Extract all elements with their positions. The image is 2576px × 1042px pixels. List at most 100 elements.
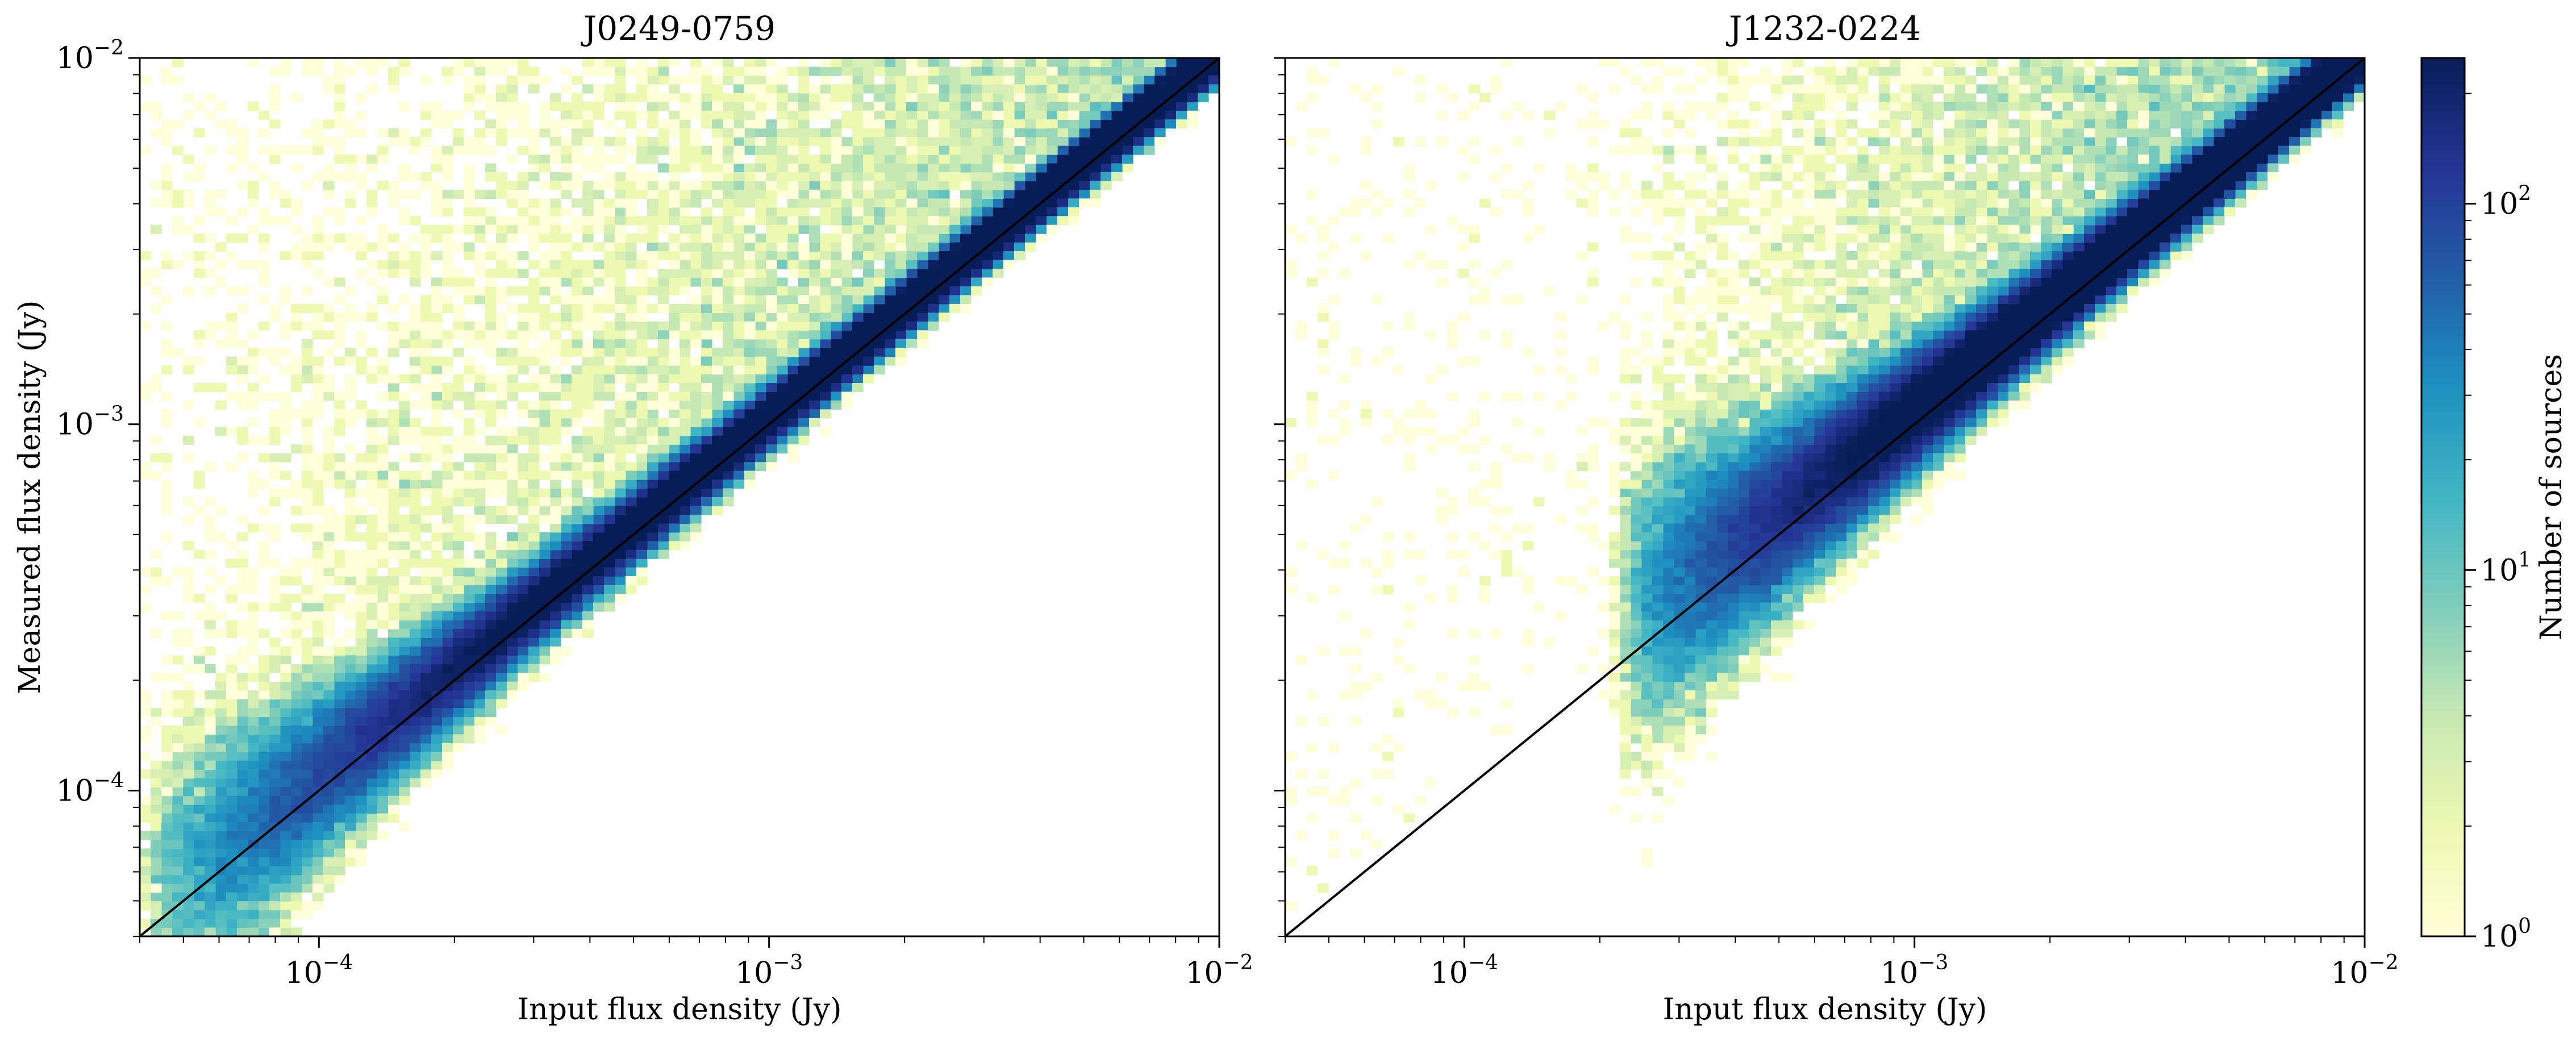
- histogram-cell: [1014, 119, 1026, 129]
- histogram-cell: [733, 453, 745, 462]
- histogram-cell: [874, 198, 885, 208]
- histogram-cell: [755, 391, 766, 401]
- histogram-cell: [291, 163, 302, 173]
- histogram-cell: [680, 251, 691, 261]
- histogram-cell: [690, 400, 702, 410]
- histogram-cell: [701, 488, 712, 498]
- histogram-cell: [1879, 488, 1890, 498]
- histogram-cell: [1954, 348, 1966, 357]
- histogram-cell: [809, 242, 820, 252]
- histogram-cell: [636, 549, 648, 559]
- histogram-cell: [377, 128, 389, 137]
- histogram-cell: [2311, 75, 2322, 85]
- histogram-cell: [798, 93, 810, 102]
- histogram-cell: [453, 532, 464, 541]
- histogram-cell: [1111, 163, 1123, 173]
- histogram-cell: [809, 93, 820, 102]
- histogram-cell: [723, 418, 734, 427]
- histogram-cell: [1014, 207, 1026, 216]
- histogram-cell: [1663, 514, 1674, 524]
- histogram-cell: [680, 224, 691, 234]
- histogram-cell: [528, 400, 540, 410]
- histogram-cell: [1187, 102, 1198, 111]
- histogram-cell: [183, 172, 194, 182]
- histogram-cell: [1717, 558, 1728, 568]
- histogram-cell: [680, 198, 691, 208]
- histogram-cell: [723, 145, 734, 155]
- histogram-cell: [356, 567, 367, 577]
- histogram-cell: [550, 427, 561, 436]
- histogram-cell: [841, 391, 853, 401]
- histogram-cell: [226, 251, 237, 261]
- histogram-cell: [1771, 497, 1782, 507]
- histogram-cell: [410, 339, 421, 348]
- histogram-cell: [582, 453, 594, 462]
- histogram-cell: [215, 883, 227, 893]
- histogram-cell: [172, 822, 184, 832]
- histogram-cell: [280, 787, 291, 797]
- histogram-cell: [420, 251, 432, 261]
- histogram-cell: [323, 348, 335, 357]
- histogram-cell: [669, 277, 680, 287]
- histogram-cell: [669, 312, 680, 322]
- histogram-cell: [809, 216, 820, 226]
- histogram-cell: [507, 427, 518, 436]
- histogram-cell: [485, 532, 497, 541]
- histogram-cell: [550, 137, 561, 147]
- histogram-cell: [906, 172, 918, 182]
- histogram-cell: [399, 66, 410, 76]
- histogram-cell: [701, 286, 712, 296]
- histogram-cell: [183, 514, 194, 524]
- histogram-cell: [593, 488, 605, 498]
- histogram-cell: [733, 242, 745, 252]
- histogram-cell: [1771, 470, 1782, 480]
- histogram-cell: [766, 374, 777, 384]
- histogram-cell: [1144, 84, 1155, 94]
- histogram-cell: [334, 839, 345, 849]
- histogram-cell: [971, 207, 982, 216]
- histogram-cell: [1803, 435, 1815, 445]
- histogram-cell: [561, 409, 572, 419]
- histogram-cell: [474, 321, 486, 331]
- histogram-cell: [1749, 541, 1761, 551]
- histogram-cell: [928, 137, 939, 147]
- histogram-cell: [291, 224, 302, 234]
- histogram-cell: [366, 418, 378, 427]
- histogram-cell: [777, 339, 788, 348]
- histogram-cell: [226, 462, 237, 472]
- histogram-cell: [151, 848, 162, 858]
- histogram-cell: [1154, 84, 1166, 94]
- histogram-cell: [874, 155, 885, 164]
- histogram-cell: [690, 216, 702, 226]
- histogram-cell: [453, 690, 464, 700]
- histogram-cell: [636, 480, 648, 489]
- histogram-cell: [1933, 409, 1944, 419]
- histogram-cell: [194, 787, 205, 797]
- histogram-cell: [2235, 145, 2246, 155]
- histogram-cell: [701, 216, 712, 226]
- histogram-cell: [420, 620, 432, 630]
- histogram-cell: [971, 145, 982, 155]
- histogram-cell: [539, 365, 551, 375]
- histogram-cell: [323, 716, 335, 726]
- histogram-cell: [205, 690, 216, 700]
- histogram-cell: [658, 198, 669, 208]
- histogram-cell: [604, 365, 615, 375]
- histogram-cell: [507, 155, 518, 164]
- histogram-cell: [766, 128, 777, 137]
- histogram-cell: [151, 857, 162, 866]
- histogram-cell: [161, 295, 173, 305]
- histogram-cell: [1025, 198, 1036, 208]
- histogram-cell: [744, 234, 756, 243]
- histogram-cell: [507, 620, 518, 630]
- histogram-cell: [302, 356, 313, 366]
- histogram-cell: [820, 102, 831, 111]
- histogram-cell: [2246, 155, 2257, 164]
- histogram-cell: [593, 260, 605, 269]
- histogram-cell: [561, 374, 572, 384]
- histogram-cell: [669, 128, 680, 137]
- histogram-cell: [1868, 444, 1879, 454]
- histogram-cell: [949, 84, 961, 94]
- histogram-cell: [1036, 128, 1047, 137]
- histogram-cell: [410, 585, 421, 594]
